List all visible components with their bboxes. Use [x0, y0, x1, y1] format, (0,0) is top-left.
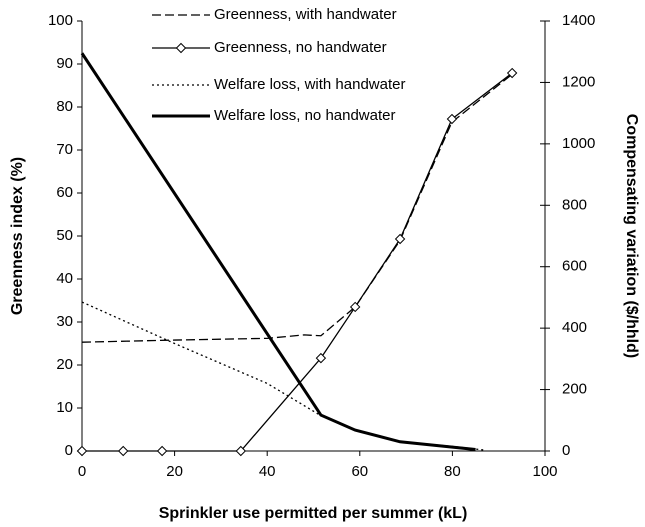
y2-tick-label: 1200 [562, 73, 595, 90]
y2-tick-label: 200 [562, 381, 587, 398]
y2-tick-label: 1400 [562, 12, 595, 29]
x-tick-label: 20 [166, 463, 183, 480]
series-line [81, 73, 513, 343]
y2-tick-label: 1000 [562, 135, 595, 152]
y2-tick-label: 800 [562, 196, 587, 213]
legend-marker [175, 42, 187, 54]
y2-tick-label: 400 [562, 319, 587, 336]
y2-tick-label: 0 [562, 442, 570, 459]
x-tick-label: 80 [444, 463, 461, 480]
y-tick-label: 20 [56, 356, 73, 373]
series-line [82, 72, 513, 452]
legend-label: Greenness, no handwater [214, 39, 387, 56]
y-tick-label: 100 [48, 12, 73, 29]
data-point [156, 445, 168, 457]
legend-label: Welfare loss, with handwater [214, 76, 405, 93]
data-point [446, 113, 458, 125]
y-tick-label: 70 [56, 141, 73, 158]
x-tick-label: 60 [351, 463, 368, 480]
y-tick-label: 80 [56, 98, 73, 115]
y-tick-label: 50 [56, 227, 73, 244]
data-point [349, 301, 361, 313]
y-tick-label: 40 [56, 270, 73, 287]
x-tick-label: 100 [532, 463, 557, 480]
y-tick-label: 0 [65, 442, 73, 459]
legend-label: Greenness, with handwater [214, 6, 397, 23]
series-line [81, 301, 485, 451]
y-axis-title: Greenness index (%) [9, 157, 26, 315]
data-point [76, 445, 88, 457]
series-line [80, 52, 476, 451]
x-tick-label: 40 [259, 463, 276, 480]
data-point [315, 352, 327, 364]
data-point [506, 67, 518, 79]
x-axis-title: Sprinkler use permitted per summer (kL) [159, 505, 468, 522]
y2-tick-label: 600 [562, 258, 587, 275]
x-tick-label: 0 [78, 463, 86, 480]
legend-label: Welfare loss, no handwater [214, 107, 396, 124]
y-tick-label: 10 [56, 399, 73, 416]
y-tick-label: 90 [56, 55, 73, 72]
data-point [394, 233, 406, 245]
data-point [117, 445, 129, 457]
y2-axis-title: Compensating variation ($/hhld) [623, 114, 640, 358]
y-tick-label: 30 [56, 313, 73, 330]
data-point [235, 445, 247, 457]
y-tick-label: 60 [56, 184, 73, 201]
